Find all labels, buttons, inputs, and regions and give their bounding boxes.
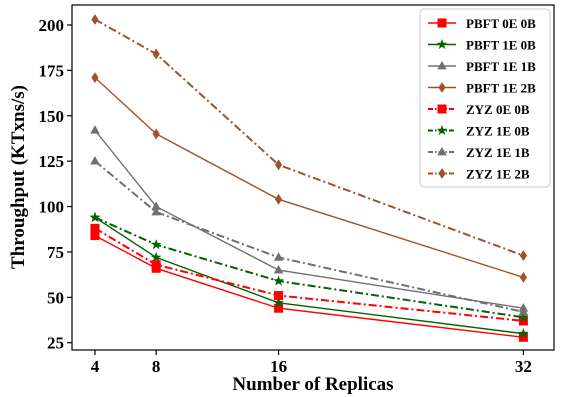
data-point: [151, 260, 161, 270]
data-point: [518, 328, 529, 339]
legend-marker: [437, 18, 447, 28]
legend-item: PBFT 1E 2B: [428, 81, 536, 96]
data-point: [519, 250, 527, 261]
data-point: [518, 311, 529, 322]
data-point: [151, 206, 161, 216]
legend-label: ZYZ 1E 2B: [466, 167, 530, 182]
series-line: [94, 18, 524, 257]
series-zyz-1e-1b: [90, 155, 529, 316]
x-tick-label: 8: [152, 357, 161, 376]
legend-item: PBFT 1E 0B: [428, 38, 536, 53]
series-pbft-1e-2b: [91, 72, 527, 283]
x-axis-label: Number of Replicas: [232, 374, 393, 395]
y-axis-label: Throughput (KTxns/s): [8, 85, 29, 269]
data-point: [274, 159, 283, 171]
series-line: [94, 234, 524, 338]
legend-item: PBFT 1E 1B: [428, 59, 536, 74]
data-point: [90, 223, 100, 233]
data-point: [152, 48, 160, 60]
legend-marker: [436, 38, 448, 50]
legend: PBFT 0E 0B PBFT 1E 0B PBFT 1E 1B PBFT 1E 2B…: [419, 8, 551, 188]
plot-frame: [71, 4, 555, 351]
series-line: [94, 160, 524, 313]
x-tick-label: 4: [91, 357, 100, 376]
series-line: [94, 216, 524, 319]
legend-label: PBFT 1E 0B: [466, 38, 536, 53]
legend-label: ZYZ 0E 0B: [466, 102, 530, 117]
data-point: [518, 316, 528, 326]
y-tick-label: 175: [39, 61, 65, 80]
series-zyz-0e-0b: [90, 223, 528, 326]
y-tick-label: 100: [39, 198, 65, 217]
data-point: [151, 201, 161, 210]
data-point: [91, 14, 99, 25]
legend-marker: [436, 124, 448, 136]
legend-label: PBFT 1E 2B: [466, 81, 536, 96]
legend-label: ZYZ 1E 0B: [466, 124, 530, 139]
data-point: [518, 332, 528, 342]
legend-marker: [437, 60, 447, 70]
x-tick-label: 32: [515, 357, 532, 376]
series-zyz-1e-2b: [91, 14, 527, 261]
series-line: [94, 227, 524, 322]
data-point: [152, 128, 160, 140]
data-point: [90, 155, 100, 165]
data-point: [89, 211, 101, 222]
y-tick-label: 75: [47, 243, 64, 262]
series-line: [94, 77, 524, 279]
series-zyz-1e-0b: [89, 211, 529, 322]
data-point: [274, 303, 284, 313]
y-tick-label: 200: [39, 16, 65, 35]
y-tick-label: 25: [47, 334, 64, 353]
legend-marker: [438, 82, 446, 93]
data-point: [273, 252, 284, 261]
legend-item: ZYZ 0E 0B: [428, 102, 530, 117]
legend-label: PBFT 0E 0B: [466, 16, 536, 31]
data-point: [273, 297, 284, 308]
legend-item: ZYZ 1E 1B: [428, 145, 530, 160]
legend-marker: [437, 104, 447, 114]
data-point: [273, 275, 284, 286]
data-point: [150, 251, 162, 262]
data-point: [518, 306, 529, 316]
y-tick-label: 125: [39, 152, 65, 171]
legend-label: PBFT 1E 1B: [466, 59, 536, 74]
x-tick-label: 16: [270, 357, 287, 376]
legend-marker: [437, 146, 447, 156]
legend-item: ZYZ 1E 2B: [428, 167, 530, 182]
y-tick-label: 50: [47, 288, 64, 307]
legend-label: ZYZ 1E 1B: [466, 145, 530, 160]
axis-ticks: 4 8 16 32 25 50 75 100 125 150 175 200: [39, 16, 532, 376]
data-point: [91, 72, 99, 84]
legend-item: PBFT 0E 0B: [428, 16, 536, 31]
y-tick-label: 150: [39, 107, 65, 126]
legend-box: [419, 8, 551, 188]
data-point: [150, 239, 162, 250]
series-line: [94, 129, 524, 309]
data-point: [519, 271, 527, 283]
data-point: [274, 193, 283, 205]
data-point: [274, 291, 284, 301]
legend-item: ZYZ 1E 0B: [428, 124, 530, 139]
data-point: [273, 264, 284, 274]
data-point: [90, 125, 100, 134]
plot-area: [89, 14, 529, 342]
legend-marker: [438, 168, 446, 179]
data-point: [90, 231, 100, 241]
